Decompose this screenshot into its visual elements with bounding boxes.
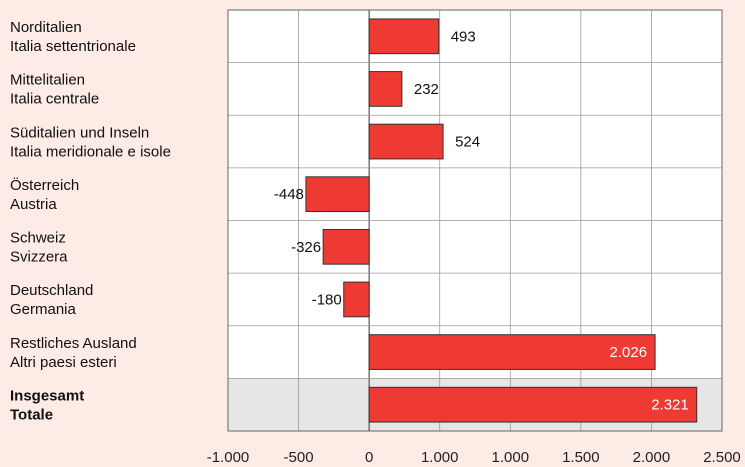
bar-value-label: 524 — [455, 134, 480, 151]
category-label-line1: Mittelitalien — [10, 72, 85, 89]
category-label-line1: Insgesamt — [10, 387, 84, 404]
bar-value-label: 232 — [414, 81, 439, 98]
category-label-line1: Süditalien und Inseln — [10, 124, 149, 141]
plot-frame — [227, 9, 723, 432]
bar-value-label: -448 — [274, 186, 304, 203]
x-axis-tick-labels: -1.000 -500 0 1.000 1.000 1.500 2.000 2.500 — [207, 449, 741, 466]
category-label-line1: Norditalien — [10, 19, 82, 36]
bar — [305, 176, 370, 213]
category-labels: Norditalien Italia settentrionale Mittelit… — [10, 19, 171, 423]
bar — [368, 71, 403, 107]
category-label-line2: Italia meridionale e isole — [10, 143, 171, 160]
category-label-line2: Totale — [10, 406, 53, 423]
x-tick-label: -500 — [284, 449, 314, 466]
bar-value-label: 2.026 — [610, 344, 648, 361]
bar — [368, 334, 656, 370]
x-tick-label: 1.000 — [492, 449, 530, 466]
bar — [322, 228, 370, 265]
plot-border — [227, 9, 723, 432]
x-tick-label: 1.000 — [421, 449, 459, 466]
value-labels: 493 232 524 -448 -326 -180 2.026 2.321 — [274, 28, 689, 413]
bar — [368, 18, 440, 55]
x-tick-label: 0 — [365, 449, 373, 466]
category-label-line2: Italia centrale — [10, 91, 99, 108]
x-tick-label: 1.500 — [562, 449, 600, 466]
category-label-line1: Schweiz — [10, 230, 66, 247]
bar-value-label: -180 — [312, 291, 342, 308]
category-label-line1: Restliches Ausland — [10, 335, 137, 352]
bar-value-label: 2.321 — [651, 397, 689, 414]
x-tick-label: 2.500 — [703, 449, 741, 466]
bar — [368, 123, 444, 160]
category-label-line2: Altri paesi esteri — [10, 354, 117, 371]
bar-value-label: 493 — [451, 28, 476, 45]
category-label-line2: Svizzera — [10, 249, 68, 266]
bar-value-label: -326 — [291, 239, 321, 256]
category-label-line1: Österreich — [10, 176, 79, 194]
category-label-line2: Austria — [10, 196, 57, 213]
category-label-line1: Deutschland — [10, 282, 93, 299]
bar — [368, 386, 698, 423]
category-label-line2: Germania — [10, 301, 77, 318]
bar — [343, 281, 370, 318]
bars — [305, 18, 698, 423]
category-label-line2: Italia settentrionale — [10, 38, 136, 55]
x-tick-label: 2.000 — [633, 449, 671, 466]
x-tick-label: -1.000 — [207, 449, 250, 466]
